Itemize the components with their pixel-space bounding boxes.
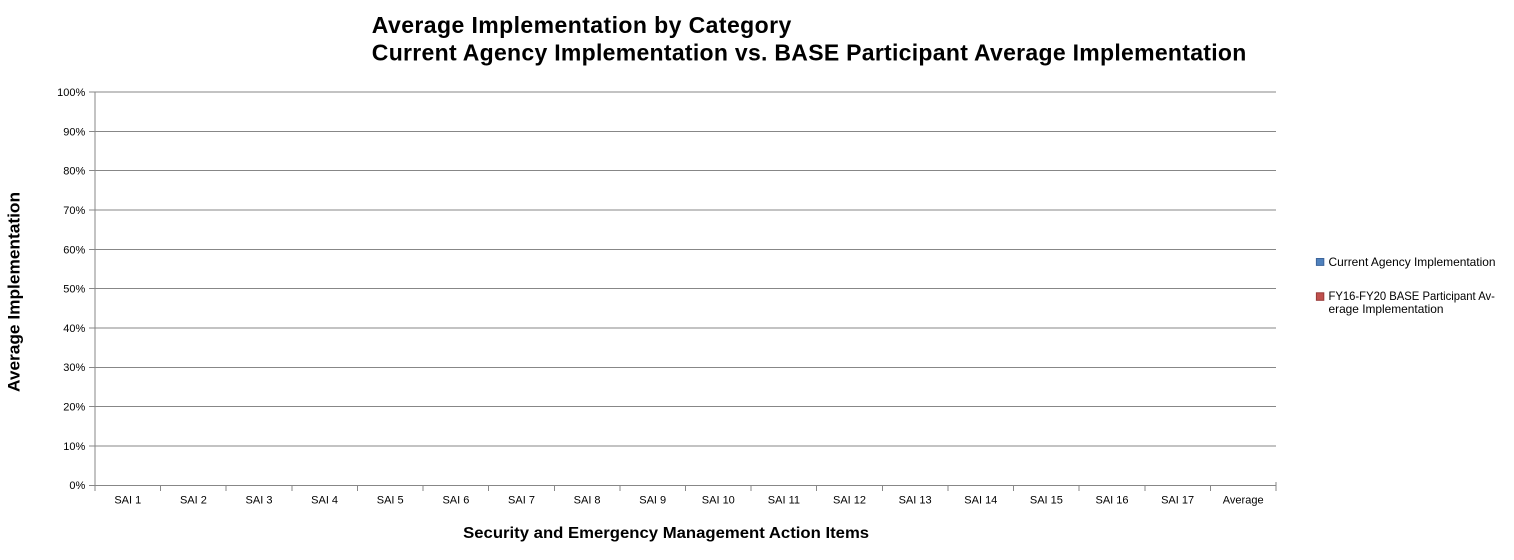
svg-text:SAI 14: SAI 14	[964, 495, 997, 507]
svg-text:30%: 30%	[63, 362, 85, 374]
svg-text:SAI 3: SAI 3	[246, 495, 273, 507]
svg-text:SAI 1: SAI 1	[114, 495, 141, 507]
svg-text:SAI 9: SAI 9	[639, 495, 666, 507]
svg-text:80%: 80%	[63, 166, 85, 178]
svg-text:SAI 6: SAI 6	[442, 495, 469, 507]
svg-text:erage Implementation: erage Implementation	[1329, 302, 1444, 316]
svg-text:SAI 11: SAI 11	[768, 495, 800, 507]
svg-text:SAI 10: SAI 10	[702, 495, 735, 507]
svg-text:SAI 7: SAI 7	[508, 495, 535, 507]
svg-text:60%: 60%	[63, 244, 85, 256]
svg-text:40%: 40%	[63, 323, 85, 335]
svg-text:0%: 0%	[69, 480, 85, 492]
svg-text:10%: 10%	[63, 441, 85, 453]
svg-text:SAI 15: SAI 15	[1030, 495, 1063, 507]
svg-text:Current Agency Implementation: Current Agency Implementation	[1329, 255, 1496, 269]
svg-text:90%: 90%	[63, 126, 85, 138]
svg-text:Average Implementation by Cate: Average Implementation by Category	[372, 12, 792, 38]
svg-text:SAI 8: SAI 8	[574, 495, 601, 507]
svg-text:SAI 2: SAI 2	[180, 495, 207, 507]
svg-text:100%: 100%	[57, 87, 85, 99]
svg-text:20%: 20%	[63, 402, 85, 414]
svg-text:Average Implementation: Average Implementation	[5, 192, 24, 392]
svg-text:FY16-FY20 BASE Participant Av-: FY16-FY20 BASE Participant Av-	[1329, 289, 1495, 303]
svg-text:SAI 17: SAI 17	[1161, 495, 1194, 507]
svg-text:SAI 13: SAI 13	[899, 495, 932, 507]
svg-text:70%: 70%	[63, 205, 85, 217]
svg-text:Current Agency Implementation: Current Agency Implementation vs. BASE P…	[372, 39, 1247, 65]
svg-text:SAI 16: SAI 16	[1095, 495, 1128, 507]
svg-text:Security and Emergency Managem: Security and Emergency Management Action…	[463, 525, 869, 542]
svg-text:SAI 4: SAI 4	[311, 495, 338, 507]
svg-text:SAI 12: SAI 12	[833, 495, 866, 507]
svg-text:Average: Average	[1223, 495, 1264, 507]
svg-text:50%: 50%	[63, 284, 85, 296]
svg-text:SAI 5: SAI 5	[377, 495, 404, 507]
